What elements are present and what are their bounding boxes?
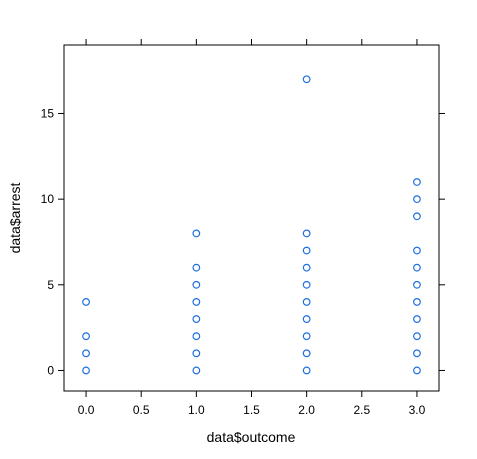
data-point — [192, 315, 201, 323]
data-points — [82, 75, 421, 375]
data-point — [413, 263, 421, 272]
data-point — [413, 349, 421, 358]
x-tick-label: 1.0 — [188, 403, 205, 417]
data-point — [192, 349, 201, 358]
data-point — [192, 366, 201, 375]
axis-ticks: 0.0 0.5 1.0 1.5 2.0 2.5 3.0 0 5 10 15 — [41, 39, 445, 417]
y-axis-title: data$arrest — [7, 182, 23, 253]
x-axis-title: data$outcome — [207, 429, 296, 445]
y-tick-label: 15 — [41, 107, 55, 121]
data-point — [413, 178, 421, 186]
data-point — [302, 246, 311, 255]
y-tick-label: 5 — [47, 278, 54, 292]
data-point — [82, 332, 90, 341]
data-point — [192, 298, 201, 306]
data-point — [302, 280, 311, 289]
data-point — [413, 212, 421, 221]
data-point — [302, 229, 311, 238]
data-point — [413, 280, 421, 289]
x-tick-label: 0.0 — [78, 403, 95, 417]
data-point — [302, 298, 311, 306]
data-point — [413, 315, 421, 323]
plot-frame — [63, 44, 440, 392]
x-tick-label: 3.0 — [409, 403, 426, 417]
data-point — [302, 349, 311, 358]
data-point — [302, 75, 311, 84]
data-point — [192, 263, 201, 272]
x-tick-label: 2.0 — [298, 403, 315, 417]
y-tick-label: 10 — [41, 192, 55, 206]
data-point — [82, 366, 90, 375]
data-point — [413, 332, 421, 341]
data-point — [413, 366, 421, 375]
y-tick-label: 0 — [47, 363, 54, 377]
x-tick-label: 2.5 — [353, 403, 370, 417]
x-tick-label: 0.5 — [133, 403, 150, 417]
data-point — [192, 280, 201, 289]
data-point — [302, 332, 311, 341]
data-point — [302, 366, 311, 375]
data-point — [192, 229, 201, 238]
data-point — [413, 246, 421, 255]
x-tick-label: 1.5 — [243, 403, 260, 417]
data-point — [413, 195, 421, 204]
data-point — [302, 315, 311, 323]
data-point — [82, 298, 90, 306]
data-point — [82, 349, 90, 358]
data-point — [192, 332, 201, 341]
data-point — [302, 263, 311, 272]
data-point — [413, 298, 421, 306]
